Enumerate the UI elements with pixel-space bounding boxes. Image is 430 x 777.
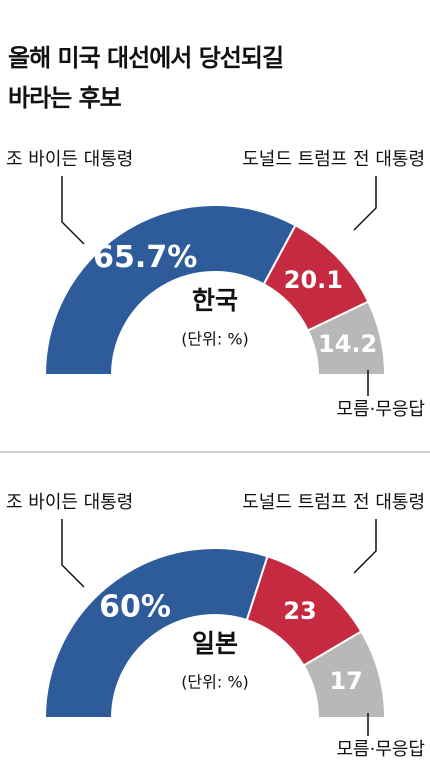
chart-title: 올해 미국 대선에서 당선되길 바라는 후보 bbox=[8, 44, 284, 112]
leader-line bbox=[61, 519, 85, 588]
category-label: 모름·무응답 bbox=[336, 399, 425, 420]
arc-segment bbox=[306, 300, 387, 376]
value-label: 23 bbox=[283, 597, 316, 625]
category-label: 도널드 트럼프 전 대통령 bbox=[242, 492, 425, 513]
category-label: 조 바이든 대통령 bbox=[6, 492, 133, 513]
unit-label: (단위: %) bbox=[181, 673, 249, 692]
leader-line bbox=[353, 176, 377, 231]
leader-line bbox=[61, 176, 85, 245]
center-label: 일본 bbox=[192, 629, 238, 658]
leader-line bbox=[353, 519, 377, 574]
value-label: 20.1 bbox=[284, 266, 343, 294]
unit-label: (단위: %) bbox=[181, 330, 249, 349]
arc-segment bbox=[43, 547, 269, 719]
category-label: 도널드 트럼프 전 대통령 bbox=[242, 149, 425, 170]
value-label: 60% bbox=[99, 589, 171, 624]
category-label: 모름·무응답 bbox=[336, 739, 425, 760]
arc-segment bbox=[302, 630, 387, 719]
value-label: 65.7% bbox=[93, 240, 197, 275]
category-label: 조 바이든 대통령 bbox=[6, 149, 133, 170]
value-label: 17 bbox=[329, 667, 362, 695]
center-label: 한국 bbox=[192, 286, 238, 315]
arc-segment bbox=[43, 204, 297, 376]
value-label: 14.2 bbox=[318, 330, 377, 358]
